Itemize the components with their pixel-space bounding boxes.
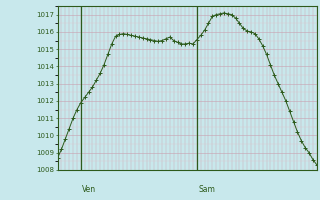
Text: Ven: Ven [83,185,97,194]
Text: Sam: Sam [198,185,215,194]
